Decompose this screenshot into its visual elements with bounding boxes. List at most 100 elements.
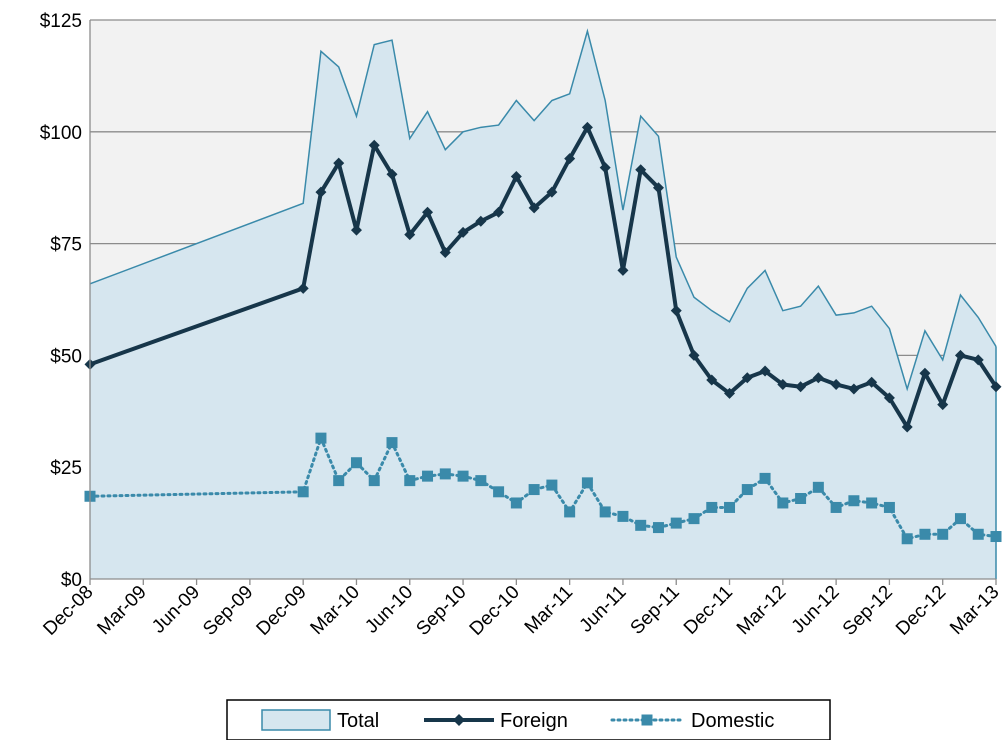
foreign-point bbox=[990, 381, 1002, 393]
y-tick-label: $0 bbox=[61, 570, 82, 591]
x-tick-label: Mar-13 bbox=[946, 582, 1002, 639]
domestic-series-layer bbox=[84, 432, 1002, 545]
x-tick-label: Sep-10 bbox=[412, 582, 470, 640]
domestic-point bbox=[741, 484, 753, 496]
legend-foreign-label: Foreign bbox=[500, 710, 568, 732]
domestic-point bbox=[919, 528, 931, 540]
domestic-point bbox=[528, 484, 540, 496]
foreign-point bbox=[546, 186, 558, 198]
foreign-point bbox=[866, 376, 878, 388]
domestic-point bbox=[812, 481, 824, 493]
foreign-point bbox=[795, 381, 807, 393]
total-line bbox=[89, 28, 997, 392]
x-tick-label: Mar-11 bbox=[521, 582, 577, 638]
x-tick-label: Jun-11 bbox=[576, 582, 631, 637]
domestic-point bbox=[670, 517, 682, 529]
y-tick-label: $75 bbox=[50, 235, 82, 256]
legend-total-label: Total bbox=[337, 710, 379, 732]
x-tick-label: Sep-11 bbox=[627, 582, 684, 639]
foreign-point bbox=[777, 378, 789, 390]
domestic-point bbox=[759, 472, 771, 484]
foreign-point bbox=[475, 215, 487, 227]
foreign-point bbox=[528, 202, 540, 214]
foreign-point bbox=[439, 247, 451, 259]
domestic-point bbox=[333, 475, 345, 487]
domestic-point bbox=[937, 528, 949, 540]
x-tick-label: Sep-12 bbox=[839, 582, 897, 640]
legend-domestic-label: Domestic bbox=[691, 710, 774, 732]
x-tick-label: Mar-10 bbox=[307, 582, 364, 639]
domestic-point bbox=[795, 493, 807, 505]
x-tick-label: Dec-09 bbox=[253, 582, 311, 640]
domestic-point bbox=[901, 533, 913, 545]
foreign-point bbox=[759, 365, 771, 377]
foreign-point bbox=[919, 367, 931, 379]
x-tick-label: Jun-12 bbox=[788, 582, 844, 638]
domestic-point bbox=[350, 457, 362, 469]
x-tick-label: Jun-10 bbox=[361, 582, 417, 638]
domestic-point bbox=[830, 501, 842, 513]
y-tick-label: $25 bbox=[50, 458, 82, 479]
legend: Total Foreign Domestic bbox=[226, 699, 831, 740]
domestic-point bbox=[368, 475, 380, 487]
foreign-point bbox=[404, 229, 416, 241]
domestic-point bbox=[652, 522, 664, 534]
foreign-point bbox=[652, 182, 664, 194]
domestic-point bbox=[617, 510, 629, 522]
foreign-point bbox=[670, 305, 682, 317]
domestic-point bbox=[972, 528, 984, 540]
foreign-point bbox=[457, 226, 469, 238]
foreign-point bbox=[830, 378, 842, 390]
domestic-point bbox=[546, 479, 558, 491]
domestic-point bbox=[457, 470, 469, 482]
domestic-point bbox=[866, 497, 878, 509]
foreign-point bbox=[333, 157, 345, 169]
x-tick-label: Jun-09 bbox=[148, 582, 204, 638]
foreign-point bbox=[315, 186, 327, 198]
foreign-point bbox=[883, 392, 895, 404]
domestic-point bbox=[599, 506, 611, 518]
legend-total-swatch bbox=[261, 709, 331, 731]
domestic-point bbox=[581, 477, 593, 489]
domestic-point bbox=[564, 506, 576, 518]
domestic-point bbox=[315, 432, 327, 444]
foreign-point bbox=[635, 164, 647, 176]
y-axis-tick-labels: $0 $25 $50 $75 $100 $125 bbox=[40, 11, 82, 591]
domestic-point bbox=[635, 519, 647, 531]
foreign-point bbox=[350, 224, 362, 236]
domestic-point bbox=[439, 468, 451, 480]
foreign-point bbox=[297, 282, 309, 294]
x-tick-label: Mar-12 bbox=[733, 582, 790, 639]
foreign-point bbox=[368, 139, 380, 151]
y-tick-label: $125 bbox=[40, 11, 82, 32]
foreign-point bbox=[564, 153, 576, 165]
foreign-point bbox=[848, 383, 860, 395]
x-tick-label: Mar-09 bbox=[93, 582, 150, 639]
domestic-point bbox=[724, 501, 736, 513]
foreign-point bbox=[617, 264, 629, 276]
foreign-point bbox=[972, 354, 984, 366]
foreign-point bbox=[422, 206, 434, 218]
foreign-point bbox=[386, 168, 398, 180]
foreign-point bbox=[954, 349, 966, 361]
domestic-point bbox=[386, 437, 398, 449]
domestic-point bbox=[954, 513, 966, 525]
x-axis-tick-labels: Dec-08Mar-09Jun-09Sep-09Dec-09Mar-10Jun-… bbox=[39, 582, 1002, 640]
domestic-point bbox=[475, 475, 487, 487]
foreign-point bbox=[724, 387, 736, 399]
foreign-point bbox=[937, 399, 949, 411]
foreign-point bbox=[901, 421, 913, 433]
foreign-point bbox=[510, 171, 522, 183]
legend-domestic-marker bbox=[641, 714, 653, 726]
domestic-point bbox=[706, 501, 718, 513]
foreign-point bbox=[741, 372, 753, 384]
foreign-point bbox=[493, 206, 505, 218]
domestic-point bbox=[510, 497, 522, 509]
domestic-point bbox=[422, 470, 434, 482]
foreign-point bbox=[599, 162, 611, 174]
y-tick-label: $100 bbox=[40, 123, 82, 144]
domestic-point bbox=[883, 501, 895, 513]
domestic-point bbox=[688, 513, 700, 525]
domestic-point bbox=[777, 497, 789, 509]
